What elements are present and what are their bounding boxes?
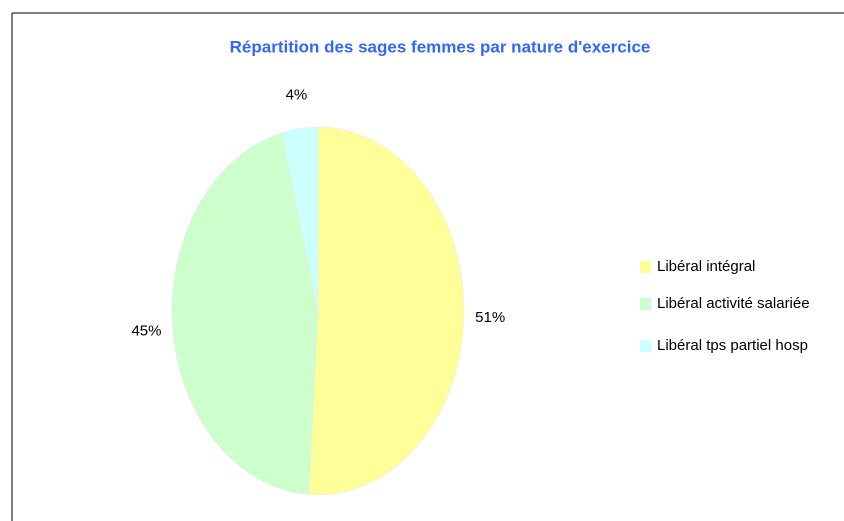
pie-slice xyxy=(308,126,465,496)
legend-label: Libéral activité salariée xyxy=(657,295,810,312)
data-label: 4% xyxy=(286,87,308,104)
pie-slice xyxy=(171,132,319,495)
legend-swatch xyxy=(640,340,651,352)
chart-title: Répartition des sages femmes par nature … xyxy=(230,37,651,56)
legend-swatch xyxy=(640,261,651,273)
data-label: 51% xyxy=(475,309,505,326)
pie-slice xyxy=(281,126,319,312)
legend-label: Libéral intégral xyxy=(657,258,755,275)
legend-swatch xyxy=(640,298,651,310)
legend-label: Libéral tps partiel hosp xyxy=(657,337,808,354)
data-label: 45% xyxy=(131,322,161,339)
